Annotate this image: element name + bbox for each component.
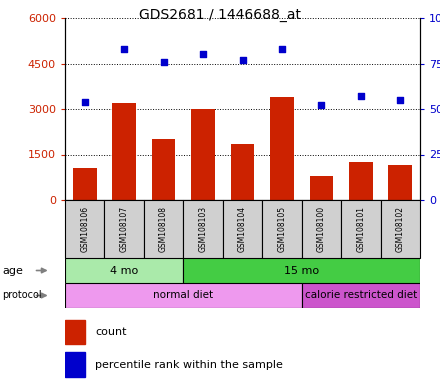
Bar — [262, 200, 302, 258]
Bar — [231, 144, 254, 200]
Point — [239, 57, 246, 63]
Text: 4 mo: 4 mo — [110, 265, 138, 275]
Text: GSM108100: GSM108100 — [317, 206, 326, 252]
Text: GDS2681 / 1446688_at: GDS2681 / 1446688_at — [139, 8, 301, 22]
Bar — [223, 200, 262, 258]
Text: 15 mo: 15 mo — [284, 265, 319, 275]
Text: age: age — [2, 265, 23, 275]
Text: protocol: protocol — [2, 291, 42, 301]
Bar — [65, 200, 104, 258]
Bar — [65, 258, 183, 283]
Text: GSM108108: GSM108108 — [159, 206, 168, 252]
Bar — [341, 200, 381, 258]
Bar — [302, 283, 420, 308]
Bar — [65, 352, 84, 377]
Bar — [349, 162, 373, 200]
Text: GSM108102: GSM108102 — [396, 206, 405, 252]
Text: GSM108107: GSM108107 — [120, 206, 128, 252]
Text: GSM108103: GSM108103 — [198, 206, 208, 252]
Bar — [112, 103, 136, 200]
Point — [357, 93, 364, 99]
Text: GSM108104: GSM108104 — [238, 206, 247, 252]
Point — [318, 102, 325, 108]
Bar — [65, 283, 302, 308]
Bar — [152, 139, 176, 200]
Text: GSM108106: GSM108106 — [80, 206, 89, 252]
Bar — [302, 200, 341, 258]
Bar — [270, 97, 294, 200]
Bar — [183, 258, 420, 283]
Point — [81, 99, 88, 105]
Point — [199, 51, 206, 58]
Text: GSM108105: GSM108105 — [278, 206, 286, 252]
Point — [279, 46, 286, 52]
Point — [121, 46, 128, 52]
Bar — [183, 200, 223, 258]
Text: calorie restricted diet: calorie restricted diet — [305, 291, 417, 301]
Text: normal diet: normal diet — [153, 291, 213, 301]
Point — [160, 59, 167, 65]
Bar — [389, 165, 412, 200]
Bar — [144, 200, 183, 258]
Bar — [310, 176, 333, 200]
Point — [397, 97, 404, 103]
Bar — [65, 319, 84, 344]
Text: count: count — [95, 327, 127, 337]
Bar — [73, 168, 96, 200]
Bar — [104, 200, 144, 258]
Bar — [381, 200, 420, 258]
Text: GSM108101: GSM108101 — [356, 206, 365, 252]
Text: percentile rank within the sample: percentile rank within the sample — [95, 359, 283, 369]
Bar — [191, 109, 215, 200]
